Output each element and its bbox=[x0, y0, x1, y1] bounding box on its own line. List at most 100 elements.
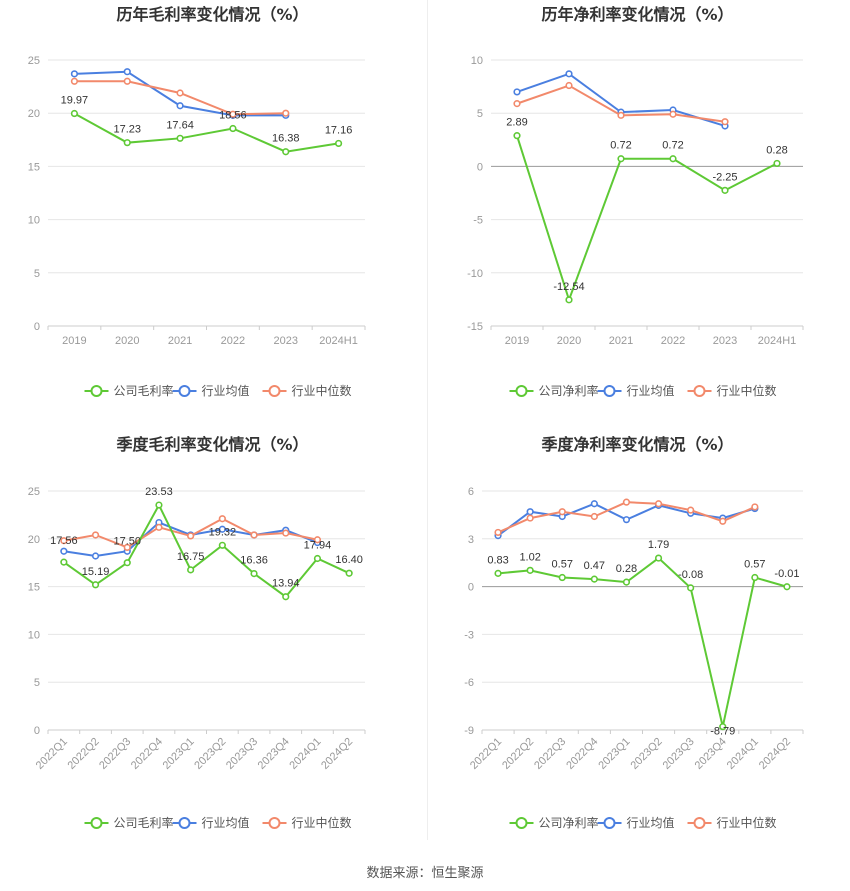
legend-label: 行业中位数 bbox=[292, 815, 352, 830]
data-point-company bbox=[565, 296, 573, 304]
y-tick-label: 25 bbox=[28, 486, 40, 498]
y-tick-label: -6 bbox=[464, 677, 474, 689]
y-tick-label: 20 bbox=[28, 534, 40, 546]
x-tick-label: 2022Q1 bbox=[34, 736, 70, 772]
legend-item-industry_median: 行业中位数 bbox=[687, 815, 777, 830]
chart-title: 历年毛利率变化情况（%） bbox=[116, 5, 308, 24]
data-point-industry_avg bbox=[91, 552, 100, 560]
y-tick-label: -9 bbox=[464, 725, 474, 737]
data-point-industry_median bbox=[751, 503, 759, 511]
y-tick-label: -10 bbox=[467, 268, 483, 280]
data-label: 2.89 bbox=[506, 117, 527, 129]
series-line-company bbox=[497, 556, 788, 727]
y-tick-label: 0 bbox=[477, 161, 483, 173]
x-tick-label: 2024Q2 bbox=[757, 736, 793, 772]
y-tick-label: 15 bbox=[28, 161, 40, 173]
legend-label: 行业均值 bbox=[627, 383, 675, 398]
data-label: 18.56 bbox=[219, 110, 247, 122]
data-label: 23.53 bbox=[145, 486, 173, 498]
data-label: 16.36 bbox=[240, 555, 268, 567]
chart-title: 季度净利率变化情况（%） bbox=[540, 435, 733, 454]
legend-label: 行业中位数 bbox=[717, 815, 777, 830]
data-point-company bbox=[176, 134, 184, 142]
data-point-industry_avg bbox=[513, 88, 521, 96]
legend-item-industry_median: 行业中位数 bbox=[262, 815, 352, 830]
series-line-company bbox=[516, 135, 778, 303]
legend-item-company: 公司净利率 bbox=[509, 815, 599, 830]
y-tick-label: 10 bbox=[28, 215, 40, 227]
data-point-company bbox=[719, 723, 727, 731]
series-line-company bbox=[63, 502, 350, 599]
data-point-company bbox=[783, 583, 791, 591]
x-tick-label: 2023Q3 bbox=[661, 736, 697, 772]
data-point-industry_median bbox=[654, 500, 663, 508]
data-point-industry_avg bbox=[60, 547, 68, 555]
y-tick-label: -15 bbox=[467, 321, 483, 333]
data-point-company bbox=[345, 569, 353, 577]
data-point-company bbox=[123, 559, 131, 567]
data-point-company bbox=[229, 124, 237, 133]
legend-label: 公司毛利率 bbox=[114, 815, 174, 830]
data-point-industry_avg bbox=[218, 525, 226, 533]
data-label: -2.25 bbox=[712, 171, 737, 183]
x-tick-label: 2019 bbox=[62, 335, 86, 347]
data-point-industry_median bbox=[719, 517, 727, 525]
data-point-company bbox=[558, 573, 566, 582]
data-label: 17.50 bbox=[113, 536, 141, 548]
quarterly-net-margin-chart: 季度净利率变化情况（%）-9-6-30362022Q12022Q22022Q32… bbox=[464, 435, 804, 830]
data-label: 17.64 bbox=[166, 119, 194, 131]
x-tick-label: 2019 bbox=[505, 335, 529, 347]
x-tick-label: 2021 bbox=[609, 335, 633, 347]
y-tick-label: 0 bbox=[34, 321, 40, 333]
y-tick-label: 3 bbox=[468, 534, 474, 546]
y-tick-label: 10 bbox=[471, 55, 483, 67]
x-tick-label: 2020 bbox=[557, 335, 581, 347]
data-point-industry_avg bbox=[590, 500, 598, 508]
data-point-company bbox=[155, 501, 163, 509]
legend-label: 行业均值 bbox=[202, 815, 250, 830]
data-point-industry_median bbox=[176, 89, 184, 97]
data-point-industry_median bbox=[60, 537, 68, 545]
data-label: 0.28 bbox=[616, 563, 637, 575]
chart-title: 季度毛利率变化情况（%） bbox=[115, 435, 308, 454]
data-label: 0.28 bbox=[766, 144, 787, 156]
data-label: 1.79 bbox=[648, 539, 669, 551]
x-tick-label: 2022 bbox=[221, 335, 245, 347]
data-point-industry_median bbox=[123, 77, 131, 85]
data-point-company bbox=[494, 569, 502, 577]
data-point-industry_avg bbox=[70, 70, 79, 78]
data-point-industry_avg bbox=[565, 70, 573, 78]
legend-marker-icon bbox=[603, 385, 616, 397]
data-point-company bbox=[282, 148, 290, 156]
x-tick-label: 2022Q3 bbox=[97, 736, 133, 772]
x-tick-label: 2023Q4 bbox=[693, 736, 729, 772]
data-label: 0.72 bbox=[610, 140, 631, 152]
data-label: 17.94 bbox=[304, 539, 332, 551]
data-label: 19.32 bbox=[209, 526, 237, 538]
y-tick-label: 5 bbox=[34, 677, 40, 689]
chart-title: 历年净利率变化情况（%） bbox=[541, 5, 733, 24]
data-label: 1.02 bbox=[519, 551, 540, 563]
y-tick-label: 6 bbox=[468, 486, 474, 498]
data-point-industry_median bbox=[526, 514, 534, 522]
x-tick-label: 2023Q3 bbox=[224, 736, 260, 772]
annual-gross-margin-chart: 历年毛利率变化情况（%） 0 5 10 15 20 25 2019 2020 2021 2022 20… bbox=[28, 5, 366, 398]
data-point-industry_median bbox=[687, 506, 695, 514]
data-point-industry_avg bbox=[622, 516, 631, 524]
data-label: 17.16 bbox=[325, 124, 353, 136]
data-point-industry_median bbox=[282, 109, 290, 117]
data-point-industry_median bbox=[187, 532, 195, 540]
data-point-industry_avg bbox=[176, 102, 184, 110]
x-tick-label: 2024H1 bbox=[758, 335, 797, 347]
legend-marker-icon bbox=[90, 817, 103, 829]
data-point-industry_median bbox=[282, 529, 290, 537]
data-source-note: 数据来源：恒生聚源 bbox=[366, 866, 484, 881]
data-point-industry_avg bbox=[123, 68, 131, 76]
y-tick-label: 10 bbox=[28, 629, 40, 641]
legend-item-company: 公司毛利率 bbox=[84, 815, 174, 830]
data-point-industry_median bbox=[155, 523, 163, 531]
data-point-company bbox=[187, 566, 195, 574]
data-label: 0.47 bbox=[584, 560, 605, 572]
x-tick-label: 2023 bbox=[274, 335, 298, 347]
data-point-company bbox=[590, 575, 598, 583]
